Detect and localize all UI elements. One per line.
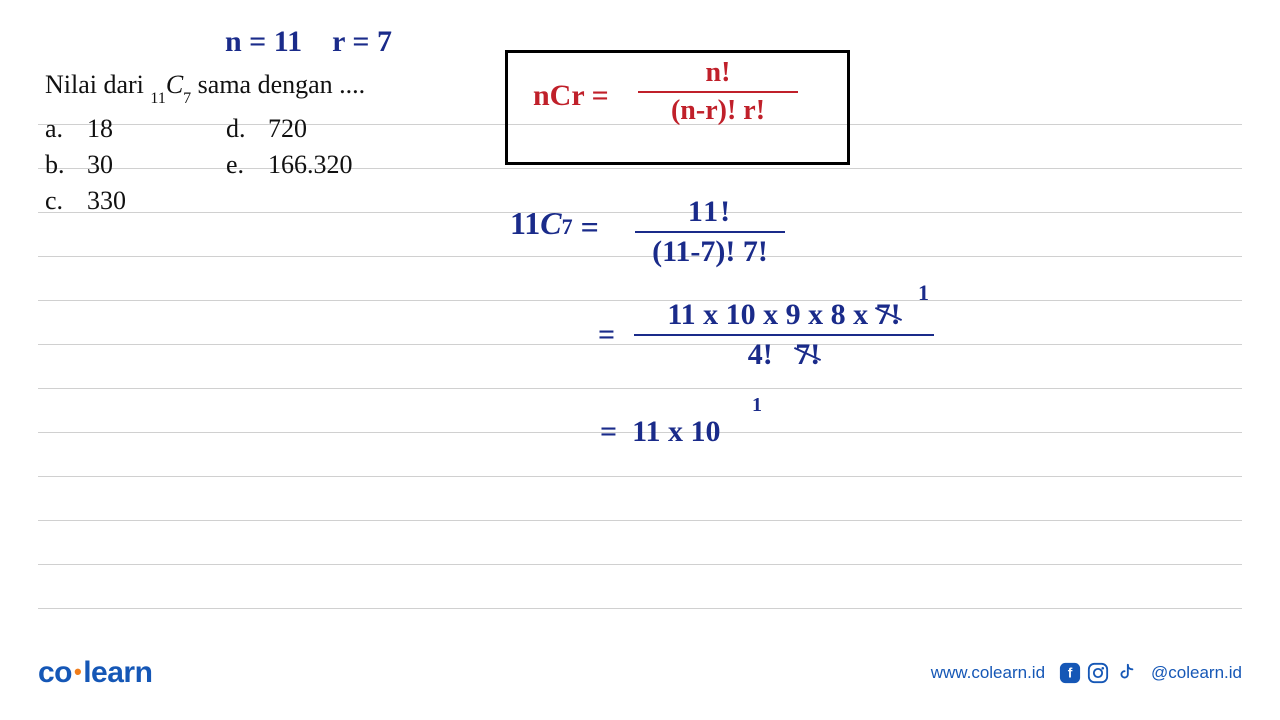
annotation-n: n = 11 r = 7 — [225, 25, 392, 59]
question-stem: Nilai dari 11C7 sama dengan .... — [45, 70, 365, 104]
option-value: 30 — [87, 150, 113, 180]
footer-url[interactable]: www.colearn.id — [931, 663, 1045, 683]
answer-option[interactable]: b. 30 — [45, 150, 126, 180]
ruled-line — [38, 608, 1242, 609]
option-value: 330 — [87, 186, 126, 216]
option-value: 166.320 — [268, 150, 353, 180]
work-line1-frac: 11! (11-7)! 7! — [635, 195, 785, 269]
option-value: 720 — [268, 114, 307, 144]
answer-options: a. 18 b. 30 c. 330 d. 720 e. 166.320 — [45, 114, 365, 216]
ruled-line — [38, 564, 1242, 565]
ruled-line — [38, 520, 1242, 521]
answer-option[interactable]: d. 720 — [226, 114, 353, 144]
option-letter: b. — [45, 150, 69, 180]
option-letter: d. — [226, 114, 250, 144]
formula-lhs: nCr = — [533, 79, 609, 113]
footer-handle[interactable]: @colearn.id — [1151, 663, 1242, 683]
work-line2-frac: 11 x 10 x 9 x 8 x 7! 4! 7! — [634, 298, 934, 372]
ruled-line — [38, 388, 1242, 389]
work-line3: = 11 x 10 — [600, 415, 720, 449]
formula-box: nCr = n! (n-r)! r! — [505, 50, 850, 165]
instagram-icon[interactable] — [1087, 662, 1109, 684]
tiktok-icon[interactable] — [1115, 662, 1137, 684]
social-icons: f — [1059, 662, 1137, 684]
cancel-mark-top: 1 — [918, 280, 929, 306]
formula-fraction: n! (n-r)! r! — [638, 57, 798, 127]
brand-logo: co•learn — [38, 656, 152, 690]
option-value: 18 — [87, 114, 113, 144]
work-line1-lhs: 11C7 = — [510, 205, 599, 242]
cancel-mark-bottom: 1 — [752, 394, 762, 417]
answer-option[interactable]: e. 166.320 — [226, 150, 353, 180]
ruled-line — [38, 476, 1242, 477]
option-letter: c. — [45, 186, 69, 216]
option-letter: a. — [45, 114, 69, 144]
answer-option[interactable]: a. 18 — [45, 114, 126, 144]
answer-option[interactable]: c. 330 — [45, 186, 126, 216]
work-line2-eq: = — [598, 318, 615, 352]
facebook-icon[interactable]: f — [1059, 662, 1081, 684]
svg-text:f: f — [1068, 666, 1073, 681]
footer: co•learn www.colearn.id f @colearn.id — [0, 650, 1280, 696]
option-letter: e. — [226, 150, 250, 180]
question: Nilai dari 11C7 sama dengan .... a. 18 b. 3… — [45, 70, 365, 216]
